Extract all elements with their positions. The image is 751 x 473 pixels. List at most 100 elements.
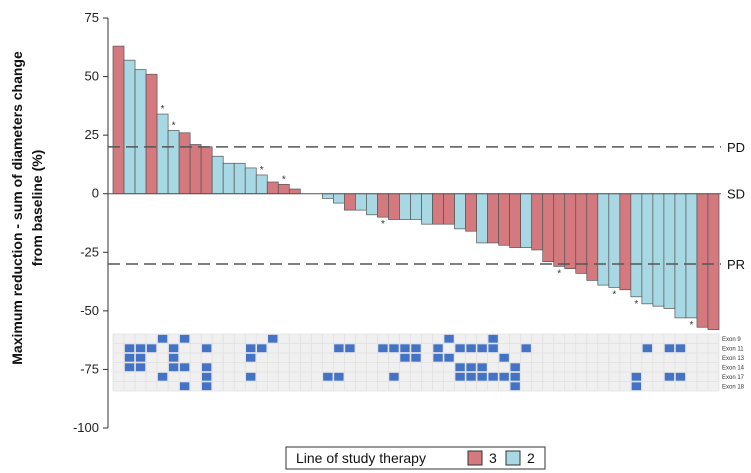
mutation-cell [675, 372, 686, 381]
bar [200, 146, 213, 195]
bar [145, 73, 158, 195]
mutation-cell [146, 344, 157, 353]
y-tick-label: -100 [73, 420, 99, 435]
bar [178, 132, 191, 195]
bar [123, 59, 136, 195]
bar [266, 181, 279, 195]
legend-title: Line of study therapy [296, 450, 426, 466]
mutation-cell [257, 344, 267, 353]
legend-label-line-2: 2 [527, 450, 535, 466]
bar [399, 193, 411, 220]
bar [344, 193, 356, 211]
mutation-cell [400, 353, 410, 362]
mutation-cell [246, 344, 256, 353]
mutation-cell [179, 334, 190, 343]
star-marker: * [172, 120, 176, 131]
bar [255, 174, 268, 195]
exon-label: Exon 17 [722, 375, 745, 381]
y-axis-title-line-1: Maximum reduction - sum of diameters cha… [9, 51, 25, 365]
star-marker: * [381, 219, 385, 230]
y-tick-label: 50 [85, 69, 99, 84]
mutation-cell [124, 363, 135, 372]
reference-label-sd: SD [727, 187, 745, 202]
mutation-cell [345, 344, 355, 353]
bar [685, 193, 698, 319]
mutation-cell [664, 344, 675, 353]
star-marker: * [260, 165, 264, 176]
bar [211, 155, 224, 195]
mutation-cell [433, 344, 443, 353]
star-marker: * [690, 320, 694, 331]
bar [288, 188, 301, 195]
star-marker: * [612, 289, 616, 300]
bars [112, 45, 720, 330]
mutation-cell [135, 363, 146, 372]
bar [410, 193, 422, 220]
mutation-cell [168, 353, 179, 362]
bar [619, 193, 632, 291]
mutation-cell [334, 344, 344, 353]
mutation-cell [389, 344, 399, 353]
star-marker: * [282, 174, 286, 185]
mutation-cell [455, 363, 465, 372]
mutation-cell [466, 363, 476, 372]
bar [652, 193, 665, 307]
mutation-cell [157, 372, 168, 381]
bar [487, 193, 499, 244]
bar [333, 193, 345, 204]
mutation-cell [157, 334, 168, 343]
mutation-cell [477, 363, 487, 372]
bar [377, 193, 389, 218]
mutation-cell [135, 344, 146, 353]
mutation-cell [477, 372, 487, 381]
bar [476, 193, 488, 244]
y-tick-label: 25 [85, 127, 99, 142]
mutation-cell [411, 344, 421, 353]
mutation-cell [488, 344, 498, 353]
mutation-cell [631, 382, 642, 391]
bar [564, 193, 577, 270]
y-tick-label: 0 [92, 186, 99, 201]
reference-label-pd: PD [727, 140, 745, 155]
mutation-cell [323, 372, 333, 381]
y-tick-label: 75 [85, 10, 99, 25]
bar [366, 193, 378, 216]
significance-stars: * * * * * * * * * [161, 104, 694, 331]
mutation-cell [510, 372, 520, 381]
bar [156, 113, 169, 195]
mutation-cell [179, 363, 190, 372]
legend-swatch-line-3 [467, 450, 483, 466]
mutation-cell [510, 382, 520, 391]
mutation-cell [389, 372, 399, 381]
bar [355, 193, 367, 211]
star-marker: * [634, 299, 638, 310]
exon-label: Exon 13 [722, 356, 745, 362]
mutation-cell [499, 372, 509, 381]
bar [597, 193, 610, 286]
mutation-cell [179, 382, 190, 391]
legend-label-line-3: 3 [489, 450, 497, 466]
mutation-cell [675, 344, 686, 353]
bar [641, 193, 654, 305]
bar [696, 193, 709, 328]
legend-swatch-line-2 [505, 450, 521, 466]
mutation-cell [510, 363, 520, 372]
mutation-cell [201, 363, 212, 372]
exon-label: Exon 11 [722, 347, 744, 353]
y-tick-label: -25 [80, 244, 99, 259]
bar [531, 193, 544, 251]
bar [167, 130, 180, 195]
mutation-cell [488, 372, 498, 381]
y-axis-title-line-2: from baseline (%) [29, 150, 45, 267]
mutation-cell [477, 344, 487, 353]
bar [244, 167, 257, 195]
mutation-grid: Exon 9 Exon 11 Exon 13 Exon 14 Exon 17 Exon 1… [112, 333, 745, 392]
y-axis: 75 50 25 0 -25 -50 -75 -100 [73, 10, 109, 435]
bar [520, 193, 533, 248]
mutation-cell [201, 344, 212, 353]
mutation-cell [201, 372, 212, 381]
bar [233, 162, 246, 195]
bar [189, 144, 202, 195]
mutation-cell [631, 372, 642, 381]
exon-label: Exon 18 [722, 385, 745, 391]
